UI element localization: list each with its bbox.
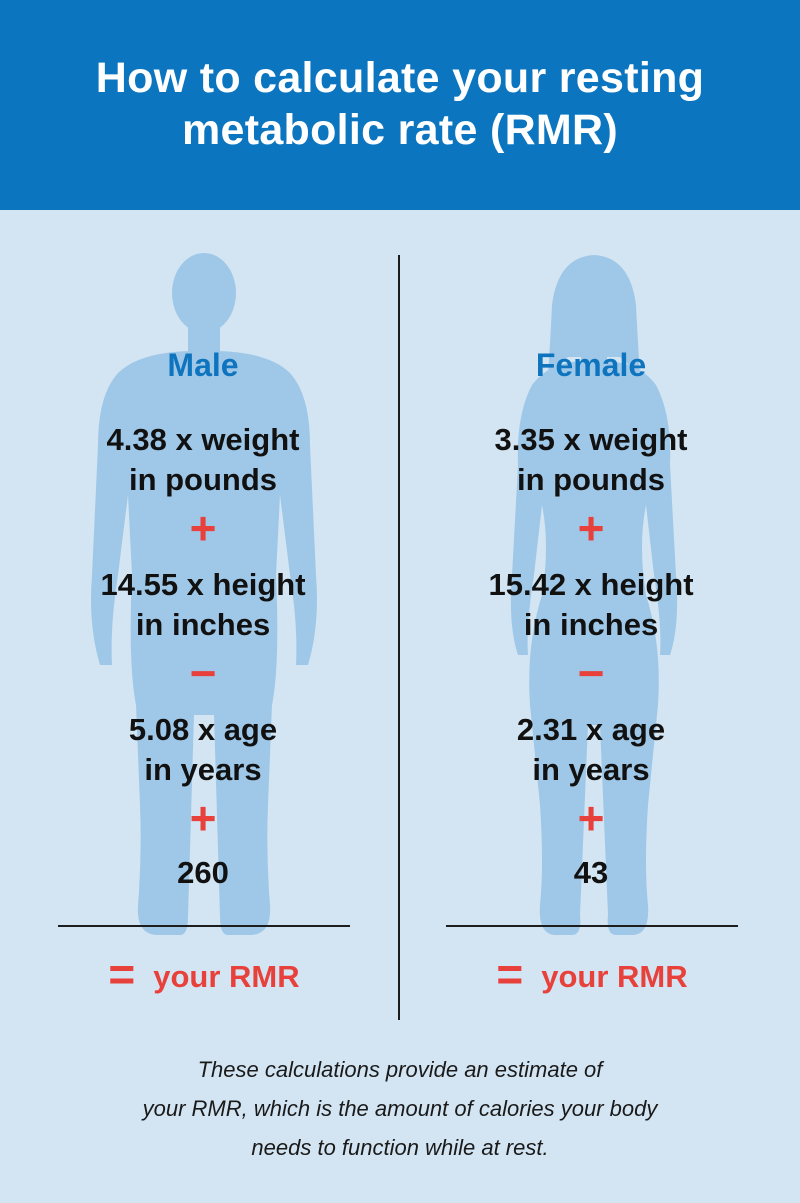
- female-age-line-1: 2.31 x age: [516, 712, 666, 747]
- male-heading: Male: [167, 347, 239, 383]
- plus-operator: +: [189, 502, 217, 554]
- page-title: How to calculate your resting metabolic …: [0, 52, 800, 156]
- female-weight-line-1: 3.35 x weight: [494, 422, 688, 457]
- male-weight-line-1: 4.38 x weight: [106, 422, 300, 457]
- female-sum-line: [446, 925, 738, 927]
- male-height-line-2: in inches: [135, 607, 271, 642]
- female-height-line-2: in inches: [523, 607, 659, 642]
- female-constant: 43: [573, 855, 609, 890]
- equals-sign: =: [108, 948, 136, 1000]
- male-age-line-2: in years: [144, 752, 262, 787]
- male-height-term: 14.55 x height in inches: [58, 565, 348, 645]
- male-sum-line: [58, 925, 350, 927]
- male-height-line-1: 14.55 x height: [100, 567, 306, 602]
- header-banner: How to calculate your resting metabolic …: [0, 0, 800, 210]
- female-age-line-2: in years: [532, 752, 650, 787]
- title-line-1: How to calculate your resting: [95, 54, 705, 102]
- plus-operator: +: [189, 792, 217, 844]
- footnote: These calculations provide an estimate o…: [0, 1050, 800, 1167]
- female-weight-line-2: in pounds: [516, 462, 666, 497]
- female-result-label: your RMR: [541, 959, 688, 994]
- column-divider: [398, 255, 400, 1020]
- male-weight-line-2: in pounds: [128, 462, 278, 497]
- footnote-line-2: your RMR, which is the amount of calorie…: [142, 1096, 658, 1121]
- male-result-label: your RMR: [153, 959, 300, 994]
- female-height-line-1: 15.42 x height: [488, 567, 694, 602]
- title-line-2: metabolic rate (RMR): [181, 106, 619, 154]
- female-result: = your RMR: [446, 951, 738, 999]
- male-age-term: 5.08 x age in years: [58, 710, 348, 790]
- plus-operator: +: [577, 792, 605, 844]
- equals-sign: =: [496, 948, 524, 1000]
- male-silhouette-icon: [91, 253, 317, 935]
- female-height-term: 15.42 x height in inches: [446, 565, 736, 645]
- female-heading: Female: [535, 347, 647, 383]
- female-weight-term: 3.35 x weight in pounds: [446, 420, 736, 500]
- plus-operator: +: [577, 502, 605, 554]
- minus-operator: −: [189, 647, 217, 699]
- male-weight-term: 4.38 x weight in pounds: [58, 420, 348, 500]
- minus-operator: −: [577, 647, 605, 699]
- male-constant: 260: [177, 855, 229, 890]
- male-result: = your RMR: [58, 951, 350, 999]
- female-age-term: 2.31 x age in years: [446, 710, 736, 790]
- footnote-line-3: needs to function while at rest.: [251, 1135, 549, 1160]
- female-silhouette-icon: [510, 255, 678, 935]
- footnote-line-1: These calculations provide an estimate o…: [197, 1057, 603, 1082]
- male-age-line-1: 5.08 x age: [128, 712, 278, 747]
